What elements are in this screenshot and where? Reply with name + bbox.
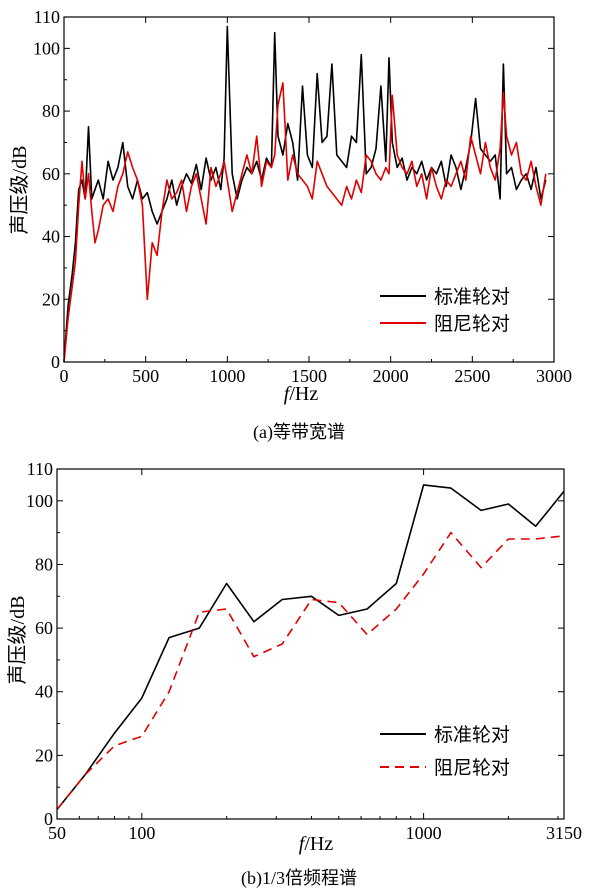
chart-a-ticks: 0 20 40 60 80 100 110 0 500 1000 1500 2000 2500 3000	[33, 7, 572, 386]
chart-b-ytick-label: 60	[35, 618, 53, 638]
chart-b-legend-label-2: 阻尼轮对	[434, 757, 510, 779]
chart-a-ytick-label: 110	[34, 7, 60, 27]
chart-a-ytick-label: 80	[42, 101, 60, 121]
chart-a-ytick-label: 100	[33, 38, 60, 58]
chart-b-xlabel: f/Hz	[299, 833, 334, 855]
chart-b-xtick-label: 1000	[406, 823, 442, 843]
chart-a-ytick-label: 40	[42, 227, 60, 247]
chart-b-ytick-label: 80	[35, 554, 53, 574]
chart-b-legend: 标准轮对 阻尼轮对	[380, 724, 510, 779]
chart-b-ticks: 0 20 40 60 80 100 110 50 100 1000 3150	[26, 459, 582, 843]
chart-b-ytick-label: 110	[27, 459, 53, 479]
chart-a-caption: (a)等带宽谱	[253, 422, 345, 443]
chart-a-xlabel: f/Hz	[284, 383, 319, 405]
chart-b-series-group	[56, 484, 565, 811]
chart-b-xtick-label: 3150	[546, 823, 582, 843]
chart-a-series-line-1	[63, 25, 547, 363]
chart-a-xtick-label: 0	[60, 366, 69, 386]
chart-a-ytick-label: 0	[51, 352, 60, 372]
chart-a-ytick-label: 20	[42, 289, 60, 309]
chart-b: 0 20 40 60 80 100 110 50 100 1000 3150 f/Hz 声压级/dB…	[6, 459, 582, 889]
chart-b-caption: (b)1/3倍频程谱	[241, 868, 357, 889]
chart-b-ytick-label: 0	[44, 809, 53, 829]
chart-a-xtick-label: 3000	[536, 366, 572, 386]
chart-a-legend-label-2: 阻尼轮对	[434, 313, 510, 335]
chart-a-legend-label-1: 标准轮对	[434, 286, 510, 308]
chart-a-xtick-label: 1500	[291, 366, 327, 386]
chart-a-legend: 标准轮对 阻尼轮对	[380, 286, 510, 335]
chart-a-xtick-label: 2500	[454, 366, 490, 386]
chart-b-xtick-label: 50	[48, 823, 66, 843]
chart-a-xtick-label: 500	[132, 366, 159, 386]
chart-b-plot-frame	[56, 468, 565, 820]
chart-b-xtick-label: 100	[128, 823, 155, 843]
chart-a-xtick-label: 2000	[373, 366, 409, 386]
chart-b-ylabel: 声压级/dB	[6, 596, 29, 685]
chart-a-series-group	[63, 25, 547, 363]
chart-b-ytick-label: 100	[26, 491, 53, 511]
chart-b-legend-label-1: 标准轮对	[434, 724, 510, 746]
chart-b-ytick-label: 20	[35, 745, 53, 765]
chart-a-xtick-label: 1000	[209, 366, 245, 386]
chart-a-ylabel: 声压级/dB	[8, 146, 31, 235]
chart-a-ytick-label: 60	[42, 164, 60, 184]
chart-b-ytick-label: 40	[35, 682, 53, 702]
